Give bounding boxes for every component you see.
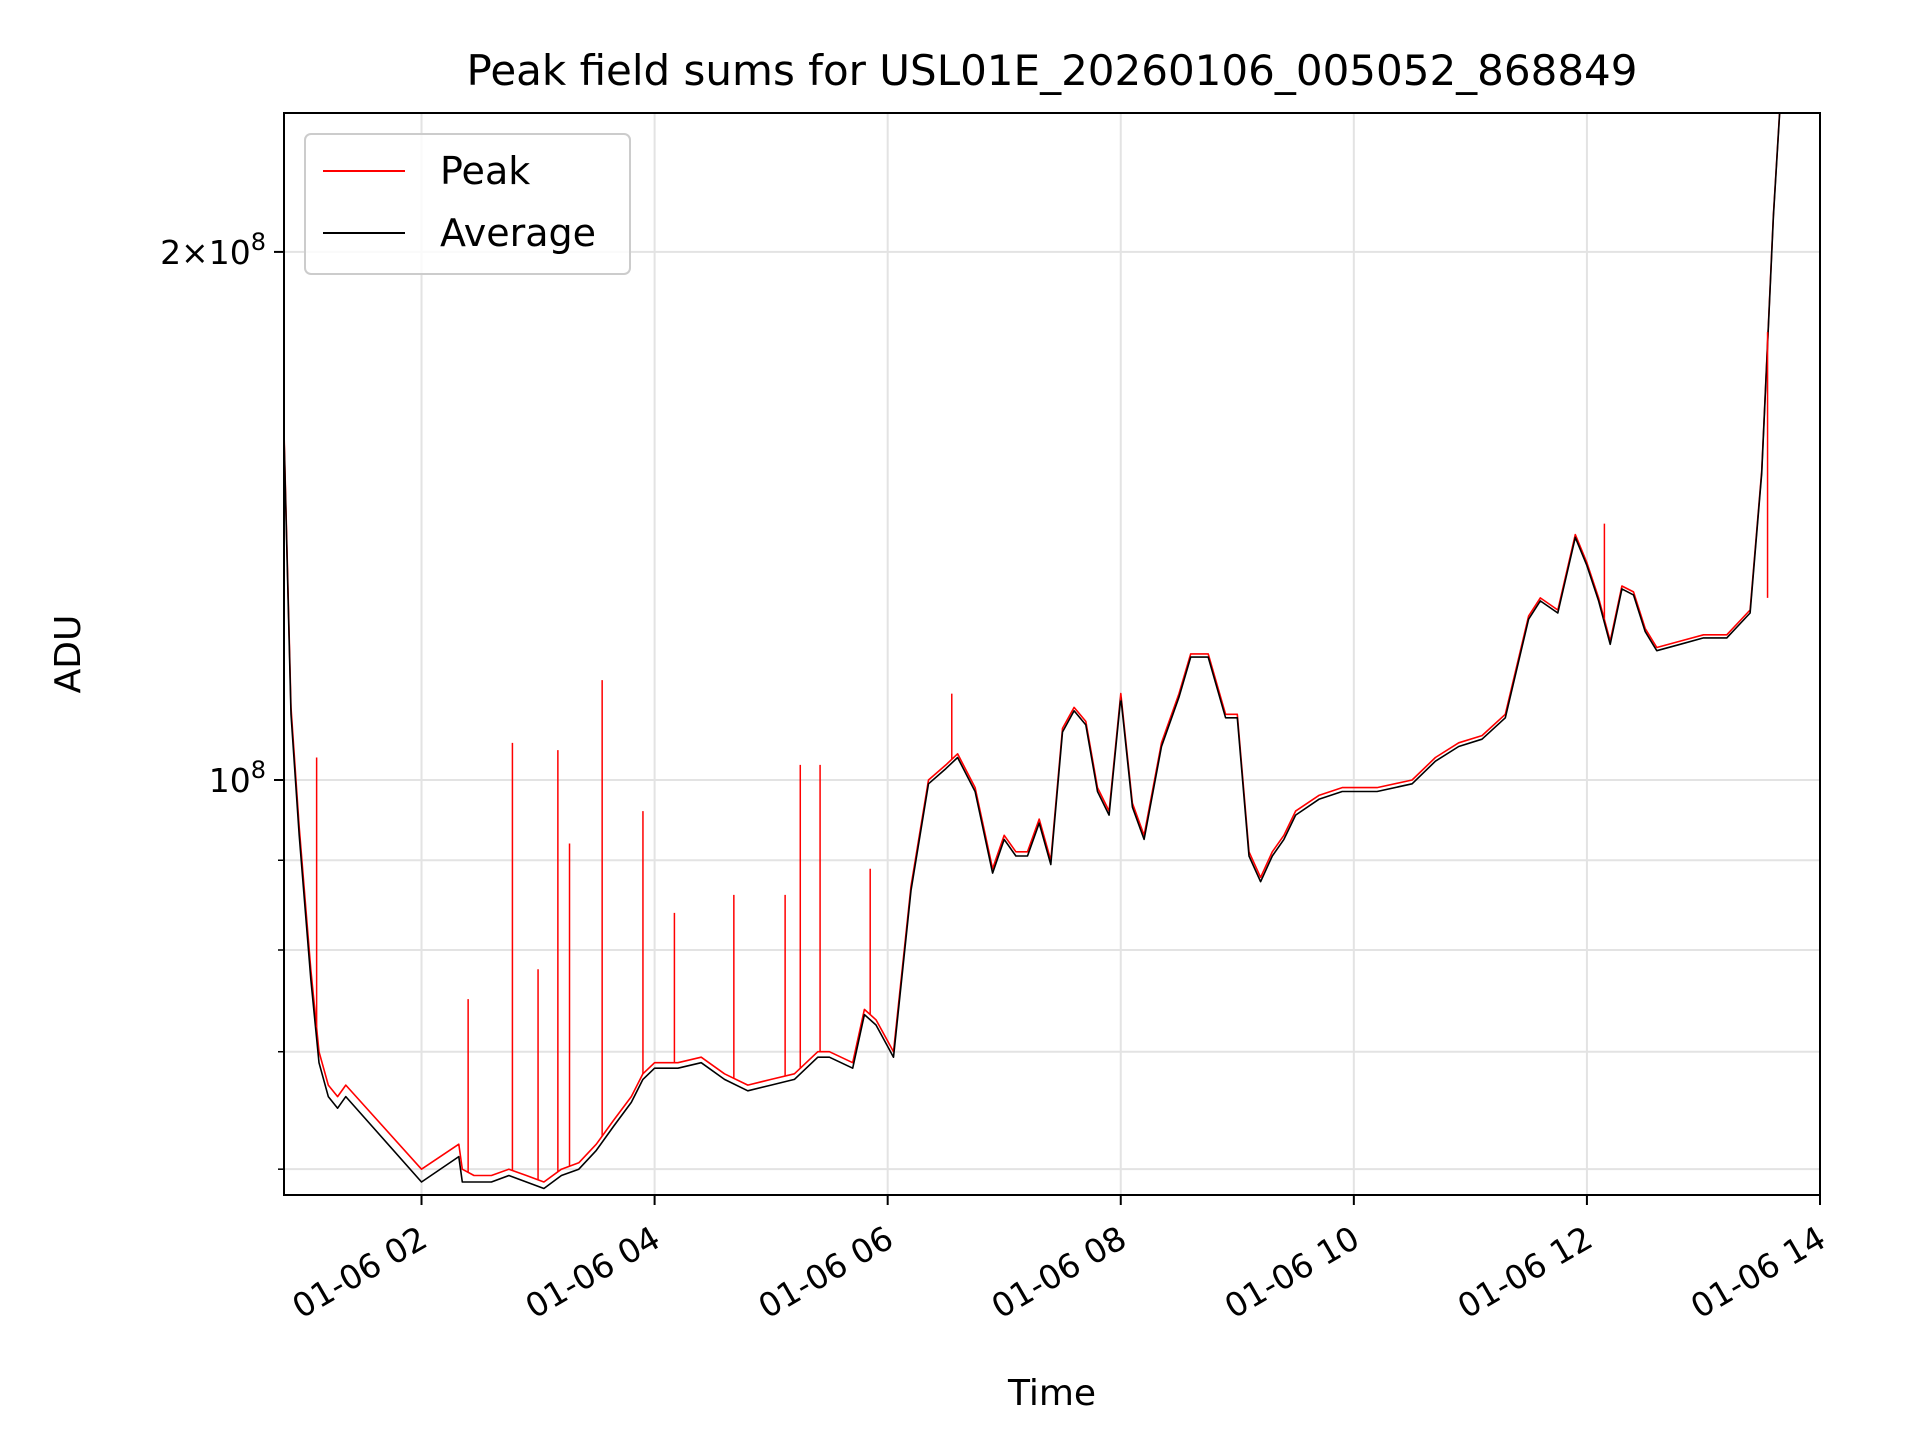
y-axis: 108 2×108 — [160, 228, 284, 1170]
series-lines — [284, 113, 1781, 1190]
x-axis-label: Time — [1007, 1373, 1096, 1414]
y-tick-label: 108 — [209, 756, 266, 800]
chart-title: Peak field sums for USL01E_20260106_0050… — [466, 46, 1637, 95]
legend-box — [304, 133, 631, 275]
legend-label-average: Average — [440, 211, 596, 255]
y-tick-label: 2×108 — [160, 228, 266, 272]
legend-label-peak: Peak — [440, 149, 530, 193]
series-line-peak — [284, 113, 1781, 1183]
legend: Peak Average — [304, 133, 631, 275]
plot-frame — [283, 112, 1821, 1196]
series-line-average — [284, 113, 1781, 1190]
grid-lines — [284, 113, 1821, 1195]
y-axis-label: ADU — [48, 615, 89, 694]
